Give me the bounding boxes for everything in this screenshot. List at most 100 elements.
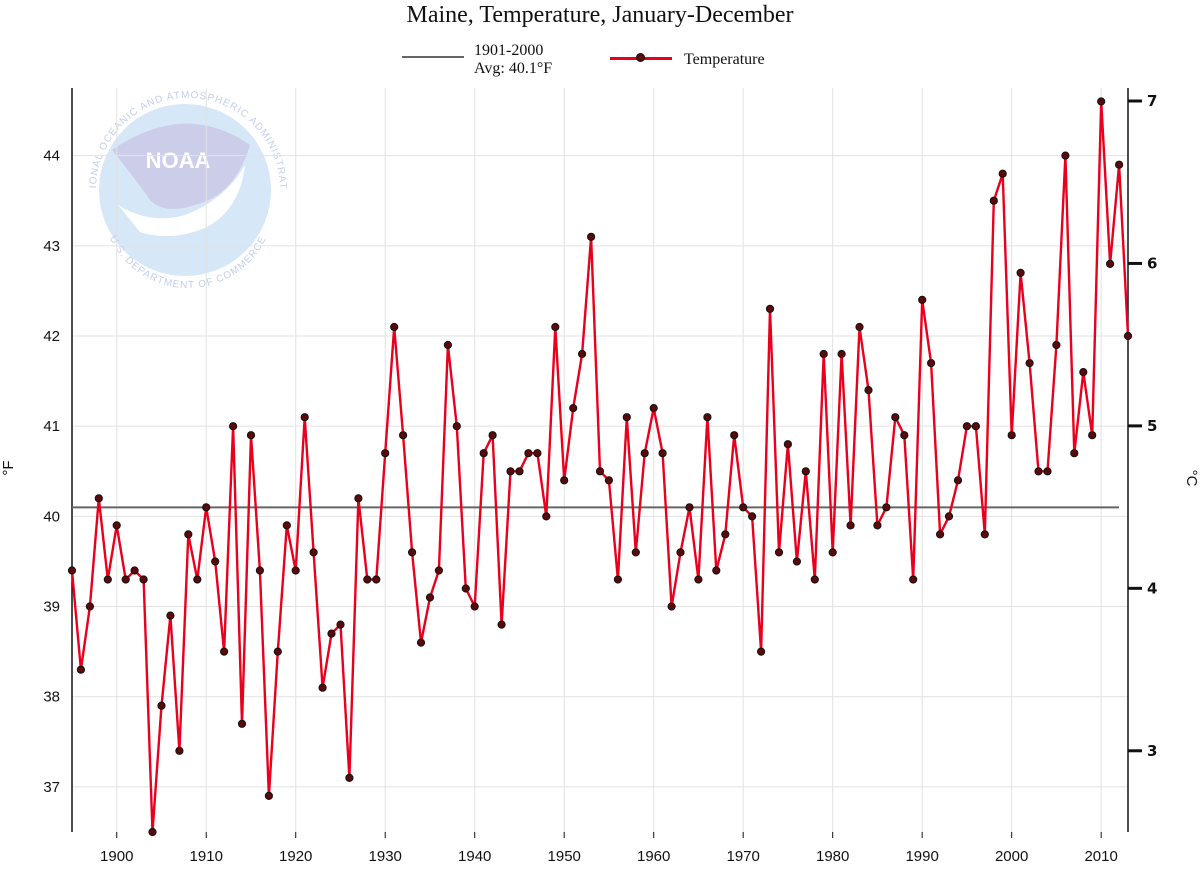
temperature-point: [757, 647, 766, 656]
temperature-point: [658, 449, 667, 458]
temperature-point: [1070, 449, 1079, 458]
legend-temperature-label: Temperature: [684, 51, 765, 68]
temperature-point: [595, 467, 605, 476]
temperature-point: [229, 422, 238, 431]
temperature-point: [667, 602, 676, 611]
axes: [71, 88, 1142, 838]
temperature-point: [76, 665, 86, 674]
temperature-point: [1034, 467, 1043, 476]
y-tick-label-right: 5: [1147, 417, 1157, 435]
y-tick-label-left: 42: [43, 328, 60, 345]
temperature-point: [774, 548, 784, 557]
temperature-point: [1061, 151, 1070, 160]
temperature-point: [300, 413, 309, 422]
temperature-point: [739, 503, 748, 512]
temperature-point: [1043, 467, 1052, 476]
temperature-series: [67, 97, 1133, 837]
temperature-point: [1016, 268, 1025, 277]
temperature-point: [783, 440, 793, 449]
temperature-point: [953, 476, 963, 485]
temperature-point: [694, 575, 703, 584]
temperature-point: [936, 530, 945, 539]
temperature-point: [130, 566, 139, 575]
temperature-point: [336, 620, 345, 629]
temperature-point: [730, 431, 739, 440]
temperature-point: [712, 566, 721, 575]
y-tick-label-left: 38: [43, 689, 60, 706]
y-tick-label-left: 44: [43, 148, 60, 165]
temperature-point: [416, 638, 426, 647]
temperature-point: [631, 548, 640, 557]
x-tick-label: 1920: [279, 848, 312, 865]
temperature-point: [372, 575, 381, 584]
temperature-point: [1115, 160, 1124, 169]
temperature-point: [291, 566, 300, 575]
temperature-point: [139, 575, 148, 584]
x-tick-label: 1940: [458, 848, 491, 865]
temperature-point: [166, 611, 175, 620]
temperature-point: [121, 575, 130, 584]
tick-labels: 1900 1910 1920 1930 1940 1950 1960 1970 1980 1990…: [43, 92, 1157, 865]
temperature-point: [578, 349, 587, 359]
temperature-point: [1007, 431, 1016, 440]
temperature-point: [944, 512, 954, 521]
temperature-point: [425, 593, 435, 602]
x-tick-label: 1900: [100, 848, 133, 865]
temperature-point: [237, 719, 247, 728]
temperature-point: [443, 340, 452, 350]
legend-average-period: 1901-2000: [474, 42, 544, 59]
temperature-point: [837, 349, 846, 359]
temperature-point: [748, 512, 757, 521]
temperature-point: [980, 530, 989, 539]
temperature-point: [604, 476, 614, 485]
temperature-point: [676, 548, 685, 557]
temperature-point: [989, 196, 998, 205]
temperature-point: [551, 322, 560, 332]
temperature-point: [309, 548, 318, 557]
chart-title: Maine, Temperature, January-December: [406, 2, 794, 28]
x-tick-label: 1970: [726, 848, 759, 865]
y-axis-label-left: °F: [0, 460, 17, 475]
temperature-point: [891, 413, 900, 422]
temperature-point: [479, 449, 488, 458]
temperature-point: [560, 476, 569, 485]
temperature-point: [649, 404, 658, 413]
temperature-point: [354, 494, 363, 503]
x-tick-label: 1930: [369, 848, 402, 865]
temperature-point: [246, 431, 256, 440]
temperature-point: [882, 503, 891, 512]
temperature-point: [873, 521, 882, 530]
temperature-point: [282, 521, 291, 530]
temperature-point: [1025, 359, 1034, 368]
y-axis-label-right: °C: [1183, 470, 1200, 487]
temperature-point: [587, 232, 596, 241]
x-tick-label: 1980: [816, 848, 849, 865]
y-tick-label-left: 37: [43, 779, 60, 796]
temperature-point: [488, 431, 497, 440]
x-tick-label: 1990: [905, 848, 938, 865]
y-tick-label-right: 7: [1147, 92, 1157, 110]
temperature-point: [765, 304, 775, 313]
legend-average-label: 1901-2000 Avg: 40.1°F: [474, 42, 552, 78]
temperature-point: [408, 548, 417, 557]
x-tick-label: 1950: [548, 848, 581, 865]
y-tick-label-left: 39: [43, 599, 60, 616]
temperature-point: [685, 503, 694, 512]
temperature-point: [461, 584, 470, 593]
temperature-point: [792, 557, 802, 566]
temperature-point: [640, 449, 649, 458]
temperature-point: [810, 575, 819, 584]
temperature-point: [1097, 97, 1106, 106]
x-tick-label: 1960: [637, 848, 670, 865]
x-tick-label: 2000: [995, 848, 1028, 865]
temperature-point: [497, 620, 506, 629]
temperature-point: [542, 512, 551, 521]
temperature-point: [864, 386, 873, 395]
temperature-point: [1079, 368, 1088, 377]
temperature-point: [112, 521, 121, 530]
temperature-point: [1106, 259, 1115, 268]
temperature-point: [399, 431, 408, 440]
temperature-point: [202, 503, 211, 512]
temperature-point: [801, 467, 810, 476]
